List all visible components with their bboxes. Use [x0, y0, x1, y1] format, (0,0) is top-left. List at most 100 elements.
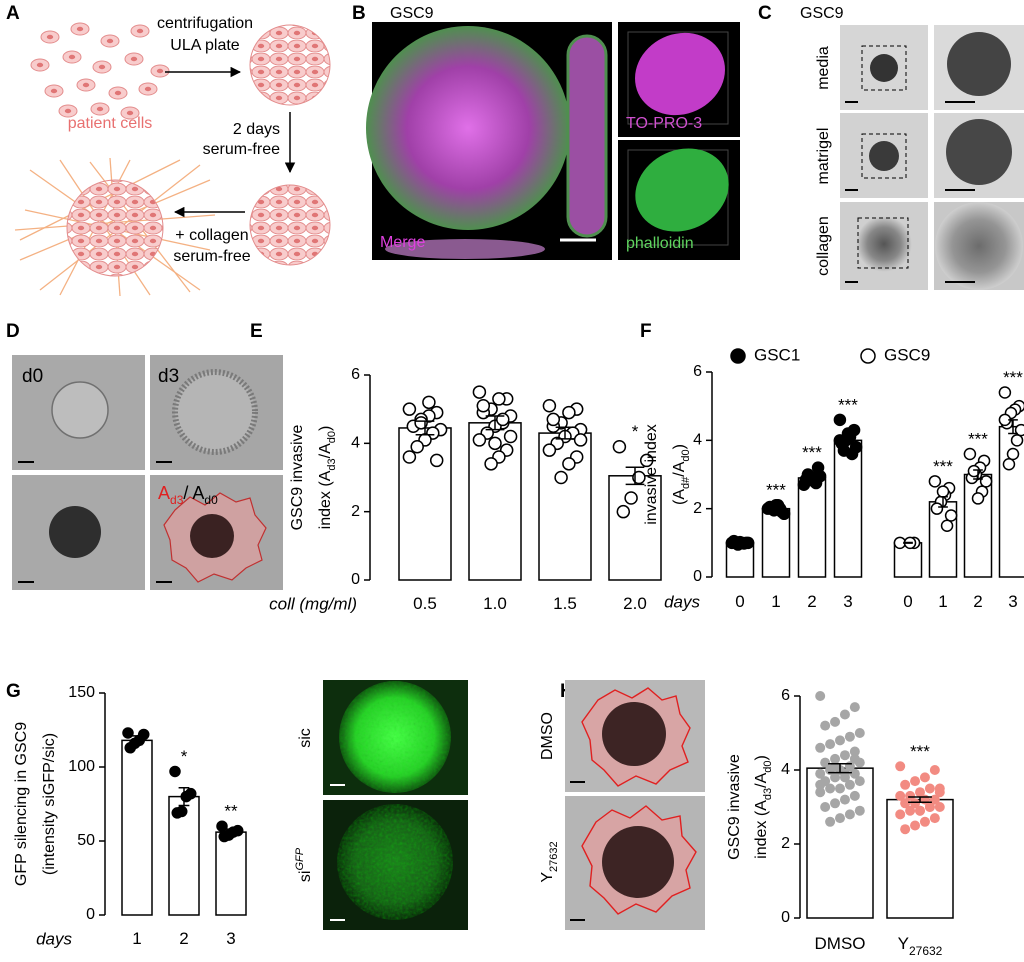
spheroid	[869, 141, 899, 171]
y-tick-label: 4	[351, 435, 360, 452]
row-label: matrigel	[815, 128, 832, 185]
image-label: sic	[297, 728, 314, 748]
y-axis-label: (Ad#/Ad0)	[671, 444, 692, 505]
y-axis-label: (intensity siGFP/sic)	[41, 733, 58, 875]
data-point	[542, 399, 557, 413]
data-point	[562, 405, 576, 420]
data-point	[820, 757, 831, 768]
data-point	[830, 761, 841, 772]
x-axis-label: days	[36, 929, 72, 948]
data-point	[839, 709, 850, 720]
label-sub: 27632	[548, 841, 560, 872]
data-point	[849, 753, 860, 764]
spheroid	[947, 32, 1011, 96]
legend-label: GSC9	[884, 345, 930, 364]
x-tick-label: 0.5	[413, 594, 437, 613]
error-bar	[828, 762, 852, 774]
data-point	[934, 787, 945, 798]
bar	[398, 427, 452, 581]
label-part: index (A	[753, 800, 770, 859]
panel-g-images: sic siGFP	[294, 680, 468, 930]
error-bar	[1008, 419, 1018, 435]
data-point	[833, 434, 847, 447]
data-point	[900, 779, 911, 790]
error-bar	[843, 436, 853, 445]
data-point	[815, 742, 826, 753]
data-point	[854, 776, 865, 787]
spheroid	[49, 506, 101, 558]
x-tick-label: 1.5	[553, 594, 577, 613]
ratio-label: Ad3/ Ad0	[158, 483, 218, 507]
data-point	[216, 820, 228, 832]
spheroid	[51, 381, 109, 439]
data-point	[639, 453, 654, 468]
step-label: ULA plate	[170, 37, 239, 54]
step-label: + collagen	[175, 227, 248, 244]
error-bar	[625, 466, 645, 486]
significance: ***	[968, 429, 988, 448]
cells-label: patient cells	[68, 115, 153, 132]
data-point	[928, 475, 942, 488]
bottom-view	[385, 239, 545, 259]
label-part: 3	[843, 592, 852, 611]
panel-label: F	[640, 321, 652, 342]
error-bar	[908, 796, 932, 803]
data-point	[472, 385, 487, 399]
label-part: 2	[973, 592, 982, 611]
data-point	[915, 805, 925, 816]
data-point	[218, 830, 230, 843]
data-point	[979, 475, 993, 488]
label-part: )	[671, 444, 688, 449]
label-part: d0	[762, 761, 774, 773]
y-axis-label: index (Ad3/Ad0)	[753, 755, 774, 859]
data-point	[542, 443, 557, 457]
step-label: serum-free	[203, 141, 280, 158]
y-tick-label: 2	[351, 503, 360, 520]
step-label: serum-free	[173, 248, 250, 265]
data-point	[492, 392, 506, 406]
y-tick-label: 100	[68, 758, 95, 775]
x-tick-label: 2	[807, 592, 816, 611]
label-part: 3	[226, 929, 235, 948]
zoom-box	[861, 45, 907, 91]
label-sub: 27632	[909, 944, 943, 958]
spheroid	[602, 826, 674, 898]
label-part: /A	[317, 443, 334, 458]
y-axis-label: GSC9 invasive	[726, 754, 743, 860]
x-tick-label: 2	[179, 929, 188, 948]
step-label: centrifugation	[157, 15, 253, 32]
y-tick-label: 4	[781, 761, 790, 778]
panel-c-images: GSC9 media matrigel collagen	[800, 5, 1024, 290]
data-point	[895, 761, 906, 772]
ratio-part: / A	[183, 483, 204, 503]
label-part: 0	[735, 592, 744, 611]
data-point	[632, 470, 646, 485]
panel-d-images: d0 d3 Ad3/ Ad0	[12, 355, 283, 590]
y-axis-label: GSC9 invasive	[289, 424, 306, 530]
data-point	[1010, 434, 1024, 447]
x-tick-label: 3	[1008, 592, 1017, 611]
legend-marker	[730, 348, 746, 364]
ratio-sub: d0	[204, 493, 218, 507]
data-point	[910, 776, 921, 787]
data-point	[429, 453, 444, 468]
spheroid	[635, 148, 729, 232]
y-tick-label: 6	[781, 687, 790, 704]
label-part: 2	[179, 929, 188, 948]
data-point	[422, 395, 436, 410]
panel-title: GSC9	[390, 5, 434, 22]
label-part: d3	[762, 788, 774, 800]
data-point	[815, 779, 826, 790]
data-point	[484, 457, 498, 471]
zoom-box	[861, 133, 907, 179]
data-point	[835, 783, 845, 794]
data-point	[895, 809, 906, 820]
significance: **	[224, 802, 238, 821]
panel-label: B	[352, 3, 366, 24]
x-tick-label: 1	[771, 592, 780, 611]
data-point	[849, 790, 860, 801]
y-axis-label: invasive index	[643, 424, 660, 525]
y-tick-label: 150	[68, 684, 95, 701]
x-tick-label: Y27632	[898, 934, 943, 958]
